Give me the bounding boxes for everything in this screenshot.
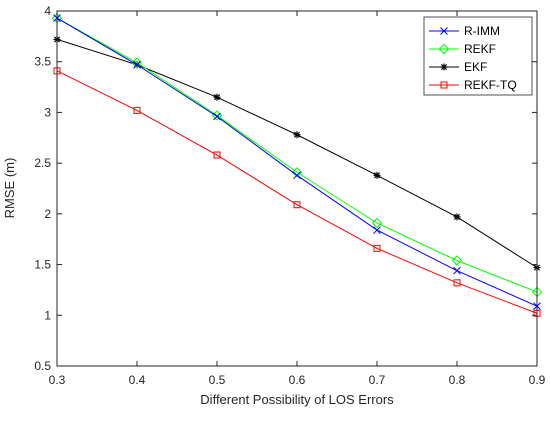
x-tick-label: 0.9 <box>529 373 546 387</box>
marker-stroke <box>213 112 221 121</box>
data-point-r-imm <box>373 226 381 234</box>
data-point-rekf <box>371 217 383 229</box>
y-axis: 0.5 1 1.5 2 2.5 3 3.5 4 <box>34 4 537 373</box>
legend-label: REKF-TQ <box>464 78 517 92</box>
series-line-rekf-tq <box>56 70 538 314</box>
legend-item-r-imm: R-IMM <box>429 24 500 38</box>
x-tick-label: 0.3 <box>49 373 66 387</box>
legend: R-IMM REKF EKF REKF-TQ <box>423 16 533 96</box>
y-tick-label: 3 <box>44 105 51 119</box>
data-point-ekf <box>213 93 221 101</box>
legend-marker <box>440 63 448 71</box>
legend-label: EKF <box>464 60 487 74</box>
marker-stroke <box>440 27 448 35</box>
y-tick-label: 1 <box>44 308 51 322</box>
legend-label: REKF <box>464 42 496 56</box>
marker-stroke <box>373 226 381 234</box>
legend-label: R-IMM <box>464 24 500 38</box>
marker-stroke <box>440 63 448 71</box>
marker-stroke <box>293 131 301 138</box>
marker-stroke <box>293 171 301 180</box>
marker-stroke <box>373 172 381 179</box>
x-tick-label: 0.6 <box>289 373 306 387</box>
y-tick-label: 0.5 <box>34 359 51 373</box>
x-tick-label: 0.5 <box>209 373 226 387</box>
y-tick-label: 2 <box>44 207 51 221</box>
y-axis-label: RMSE (m) <box>2 158 17 219</box>
x-axis: 0.3 0.4 0.5 0.6 0.7 0.8 0.9 <box>49 11 546 387</box>
series-layer <box>51 12 543 317</box>
data-point-rekf-tq <box>213 151 221 159</box>
data-point-ekf <box>373 171 381 179</box>
data-point-r-imm <box>133 60 141 69</box>
legend-item-ekf: EKF <box>429 60 487 74</box>
marker-stroke <box>133 60 141 69</box>
data-point-rekf-tq <box>133 106 141 114</box>
y-tick-label: 1.5 <box>34 258 51 272</box>
x-axis-label: Different Possibility of LOS Errors <box>200 392 394 407</box>
marker-stroke <box>453 213 461 220</box>
data-point-ekf <box>293 131 301 139</box>
legend-marker <box>440 27 448 35</box>
legend-marker <box>440 81 448 89</box>
y-tick-label: 3.5 <box>34 55 51 69</box>
y-tick-label: 2.5 <box>34 156 51 170</box>
data-point-rekf <box>451 255 463 266</box>
data-point-rekf-tq <box>453 279 461 287</box>
data-point-ekf <box>453 213 461 221</box>
data-point-rekf-tq <box>293 201 301 209</box>
data-point-r-imm <box>293 171 301 180</box>
marker-stroke <box>213 94 221 101</box>
legend-item-rekf: REKF <box>429 42 496 56</box>
x-tick-label: 0.8 <box>449 373 466 387</box>
series-line-rekf <box>56 17 538 293</box>
y-tick-label: 4 <box>44 4 51 18</box>
data-point-r-imm <box>453 266 461 275</box>
legend-marker <box>438 43 450 55</box>
x-tick-label: 0.7 <box>369 373 386 387</box>
marker-stroke <box>453 266 461 275</box>
data-point-rekf <box>291 167 303 178</box>
data-point-rekf-tq <box>373 244 381 252</box>
x-tick-label: 0.4 <box>129 373 146 387</box>
data-point-r-imm <box>213 112 221 121</box>
legend-item-rekf-tq: REKF-TQ <box>429 78 517 92</box>
